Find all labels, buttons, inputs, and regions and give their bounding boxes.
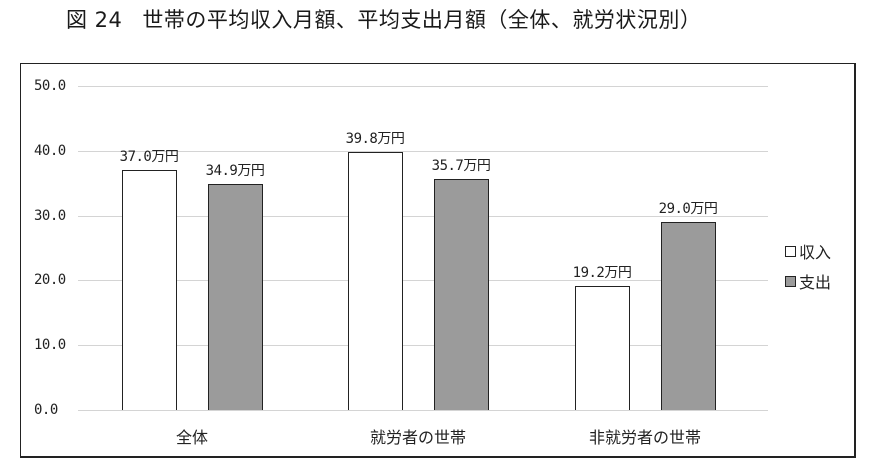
legend-label-expense: 支出	[799, 273, 832, 292]
bar-income	[347, 152, 403, 410]
gridline	[78, 410, 768, 411]
legend-swatch-income	[785, 245, 796, 257]
chart-frame	[20, 63, 856, 458]
gridline	[78, 86, 768, 87]
data-label-expense: 29.0万円	[658, 201, 718, 218]
gridline	[78, 215, 768, 217]
legend: 収入 支出	[785, 236, 831, 296]
bar-expense	[433, 178, 489, 410]
y-tick-label: 10.0	[34, 337, 66, 354]
y-tick-label: 0.0	[34, 402, 58, 418]
title-text: 世帯の平均収入月額、平均支出月額（全体、就労状況別）	[142, 8, 702, 32]
bar-expense	[660, 222, 716, 410]
y-tick-label: 20.0	[34, 272, 66, 289]
data-label-income: 39.8万円	[345, 131, 405, 148]
figure-number: 図 24	[66, 8, 123, 32]
gridline	[78, 345, 768, 347]
bar-income	[574, 285, 630, 410]
x-category-label: 非就労者の世帯	[588, 428, 702, 447]
legend-swatch-expense	[785, 275, 796, 287]
x-category-label: 全体	[175, 428, 209, 447]
y-tick-label: 50.0	[34, 78, 66, 94]
bar-income	[121, 170, 177, 410]
data-label-expense: 34.9万円	[205, 162, 265, 179]
gridline	[78, 150, 768, 152]
data-label-income: 19.2万円	[572, 264, 632, 281]
data-label-expense: 35.7万円	[431, 157, 491, 174]
legend-item-income: 収入	[785, 236, 831, 266]
gridline	[78, 280, 768, 282]
chart-title: 図 24 世帯の平均収入月額、平均支出月額（全体、就労状況別）	[66, 4, 701, 34]
data-label-income: 37.0万円	[119, 149, 179, 166]
legend-label-income: 収入	[799, 243, 832, 262]
legend-item-expense: 支出	[785, 266, 831, 296]
bar-expense	[207, 183, 263, 410]
y-tick-label: 30.0	[34, 207, 66, 224]
y-tick-label: 40.0	[34, 142, 66, 159]
x-category-label: 就労者の世帯	[369, 428, 467, 447]
